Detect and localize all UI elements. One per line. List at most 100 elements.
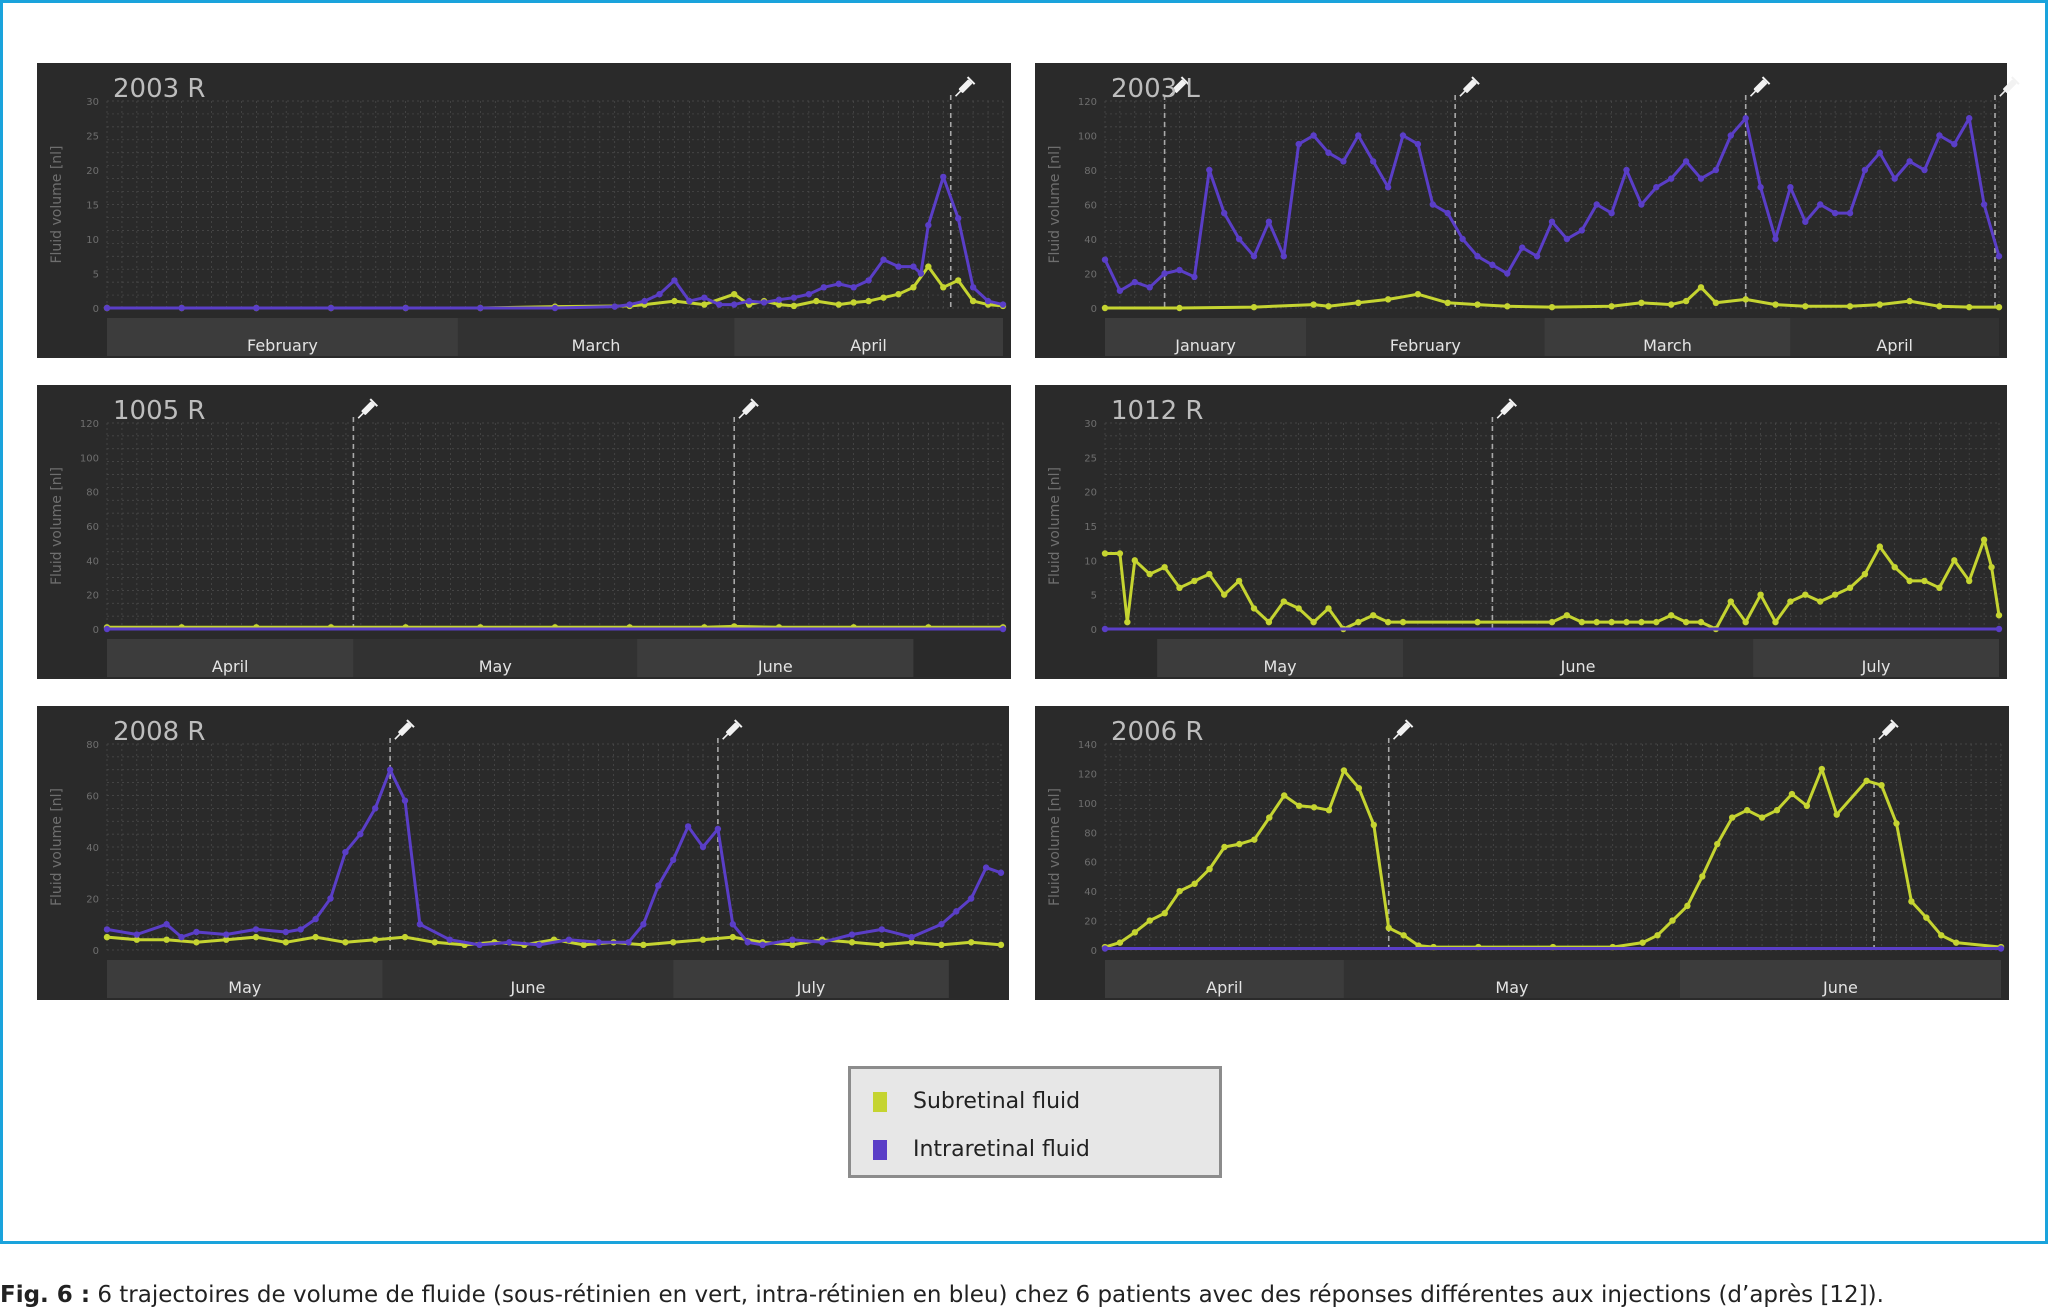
data-point-intraretinal xyxy=(878,926,885,933)
data-point-intraretinal xyxy=(551,304,559,312)
syringe-barrel xyxy=(398,722,412,736)
syringe-icon xyxy=(1392,719,1414,740)
data-point-subretinal xyxy=(1878,782,1885,789)
data-point-intraretinal xyxy=(1489,261,1496,269)
data-point-subretinal xyxy=(731,291,738,298)
data-point-intraretinal xyxy=(984,297,992,305)
data-point-subretinal xyxy=(312,933,319,941)
y-tick-label: 20 xyxy=(86,166,99,177)
data-point-subretinal xyxy=(1995,303,2003,311)
y-tick-label: 0 xyxy=(93,946,99,957)
data-point-subretinal xyxy=(1131,557,1139,564)
data-point-intraretinal xyxy=(402,304,409,312)
data-point-subretinal xyxy=(1639,939,1646,946)
data-point-subretinal xyxy=(1116,939,1124,946)
data-point-subretinal xyxy=(640,941,647,949)
y-tick-label: 10 xyxy=(1084,556,1097,567)
data-point-intraretinal xyxy=(342,848,349,856)
data-point-subretinal xyxy=(1295,802,1303,809)
charts-area: 0 5 10 15 20 25 30 Fluid volume [nl] February Mar… xyxy=(37,63,2020,1000)
chart-panel-5: 0 20 40 60 80 Fluid volume [nl] May June July 200… xyxy=(37,706,1009,1000)
y-tick-label: 80 xyxy=(86,488,99,499)
data-point-intraretinal xyxy=(701,294,708,301)
data-point-subretinal xyxy=(1295,605,1302,612)
data-point-subretinal xyxy=(1414,291,1422,298)
data-point-intraretinal xyxy=(790,294,798,301)
data-point-intraretinal xyxy=(133,931,140,938)
panel-background xyxy=(1035,63,2007,358)
syringe-needle xyxy=(394,733,401,740)
y-tick-label: 100 xyxy=(80,453,99,464)
data-point-intraretinal xyxy=(731,301,738,308)
data-point-intraretinal xyxy=(895,263,902,270)
syringe-needle xyxy=(1392,733,1400,740)
syringe-needle xyxy=(1168,90,1175,97)
data-point-intraretinal xyxy=(1235,235,1243,243)
data-point-subretinal xyxy=(670,939,677,946)
data-point-intraretinal xyxy=(357,830,364,838)
month-band xyxy=(1403,639,1754,677)
syringe-plunger xyxy=(750,398,759,407)
data-point-subretinal xyxy=(1699,873,1706,880)
data-point-subretinal xyxy=(1876,301,1884,308)
y-tick-label: 20 xyxy=(1084,488,1097,499)
data-point-intraretinal xyxy=(312,915,319,923)
data-point-subretinal xyxy=(1773,807,1781,814)
data-point-subretinal xyxy=(701,301,708,308)
y-tick-label: 20 xyxy=(86,895,99,906)
data-point-intraretinal xyxy=(1414,140,1422,148)
month-label: February xyxy=(247,336,318,355)
data-point-subretinal xyxy=(580,941,587,949)
syringe-needle xyxy=(357,412,364,419)
data-point-subretinal xyxy=(1831,591,1839,598)
data-point-subretinal xyxy=(1355,618,1362,626)
syringe-icon xyxy=(954,76,976,97)
data-point-intraretinal xyxy=(968,895,975,902)
data-point-intraretinal xyxy=(416,921,424,928)
data-point-subretinal xyxy=(1743,807,1751,814)
data-point-intraretinal xyxy=(1101,256,1109,263)
y-tick-label: 15 xyxy=(86,201,99,212)
data-point-subretinal xyxy=(835,301,842,308)
syringe-icon xyxy=(1878,719,1899,740)
syringe-needle xyxy=(738,412,745,419)
data-point-subretinal xyxy=(1908,898,1915,905)
data-point-subretinal xyxy=(938,941,945,949)
data-point-subretinal xyxy=(1966,303,1973,311)
syringe-needle xyxy=(1999,90,2006,97)
syringe-plunger xyxy=(1180,76,1190,85)
data-point-subretinal xyxy=(1727,598,1735,605)
data-point-subretinal xyxy=(925,263,932,270)
data-point-intraretinal xyxy=(1787,184,1794,191)
syringe-barrel xyxy=(1463,79,1477,93)
data-point-subretinal xyxy=(1221,843,1228,851)
month-band xyxy=(1306,318,1545,356)
data-point-subretinal xyxy=(1191,577,1198,585)
data-point-subretinal xyxy=(1818,765,1826,773)
data-point-intraretinal xyxy=(611,303,618,310)
data-point-intraretinal xyxy=(953,908,960,915)
data-point-subretinal xyxy=(1578,618,1586,626)
data-point-intraretinal xyxy=(223,931,230,938)
month-band xyxy=(673,960,949,998)
data-point-intraretinal xyxy=(1802,218,1809,225)
data-point-subretinal xyxy=(997,941,1005,949)
data-point-subretinal xyxy=(1310,301,1317,308)
legend: Subretinal fluid Intraretinal fluid xyxy=(848,1066,1222,1178)
legend-label-intraretinal: Intraretinal fluid xyxy=(913,1137,1090,1162)
data-point-subretinal xyxy=(1251,836,1258,843)
data-point-intraretinal xyxy=(1995,253,2003,260)
y-tick-label: 20 xyxy=(86,591,99,602)
syringe-needle xyxy=(1749,90,1757,97)
legend-item-subretinal: Subretinal fluid xyxy=(873,1089,1080,1114)
data-point-intraretinal xyxy=(1191,273,1198,281)
data-point-intraretinal xyxy=(401,797,409,804)
data-point-subretinal xyxy=(1310,618,1317,626)
syringe-barrel xyxy=(742,401,756,415)
syringe-icon xyxy=(394,719,415,740)
data-point-subretinal xyxy=(1310,804,1318,811)
y-tick-label: 10 xyxy=(86,235,99,246)
y-tick-label: 0 xyxy=(1091,625,1097,636)
data-point-intraretinal xyxy=(716,301,723,308)
data-point-intraretinal xyxy=(1757,184,1764,191)
